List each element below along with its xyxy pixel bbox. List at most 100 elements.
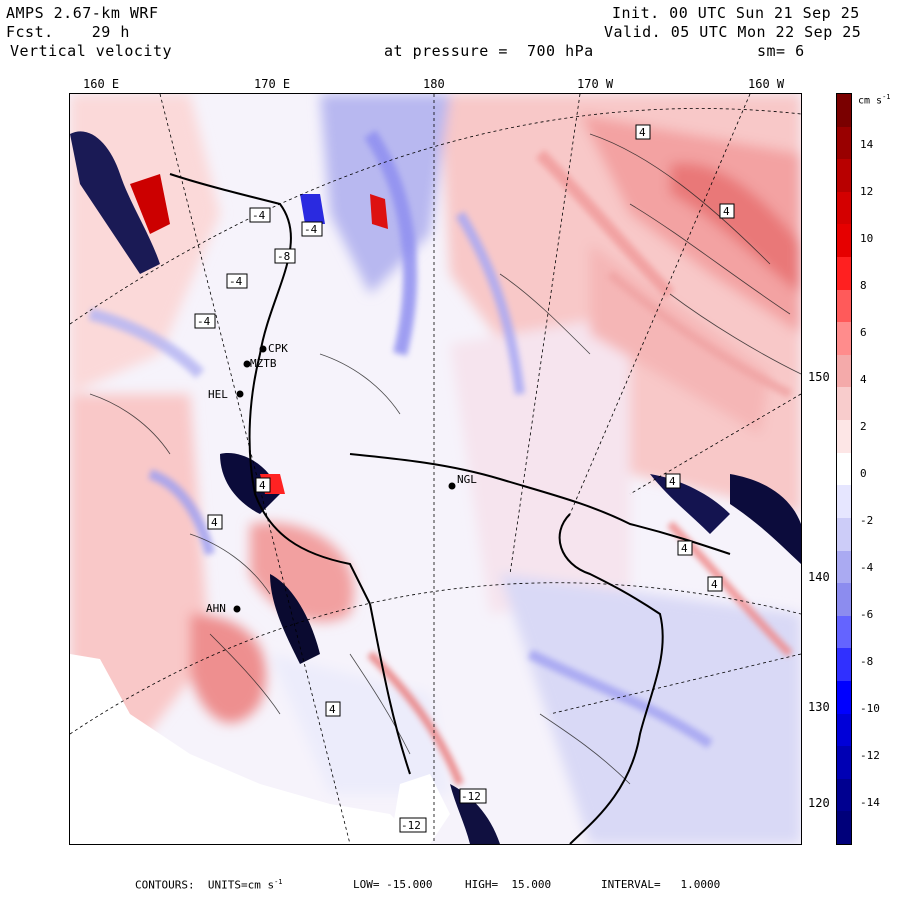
footer-low: LOW= -15.000 (353, 878, 433, 891)
lon-label-160e: 160 E (83, 77, 120, 91)
colorbar-cell (837, 420, 851, 454)
station-label-hel: HEL (208, 388, 228, 401)
contour-box: 4 (665, 473, 681, 489)
terrain-mask-west (70, 654, 420, 844)
fcst-label: Fcst. (6, 23, 54, 41)
colorbar-tick-label: -10 (860, 702, 880, 715)
contour-box: 4 (677, 540, 693, 556)
graticule (70, 94, 801, 844)
svg-text:4: 4 (259, 479, 266, 492)
colorbar-tick-label: -2 (860, 514, 874, 527)
model-title: AMPS 2.67-km WRF (6, 4, 159, 22)
station-dot-cpk (259, 345, 267, 353)
contour-box: -12 (459, 788, 487, 804)
colorbar-cell (837, 126, 851, 160)
station-label-ngl: NGL (457, 473, 477, 486)
footer-contours-exp: -1 (274, 878, 283, 886)
station-label-cpk: CPK (268, 342, 288, 355)
station-dot-mztb (243, 360, 251, 368)
colorbar-tick-label: -12 (860, 749, 880, 762)
smoothing-label: sm= 6 (757, 42, 805, 60)
station-dot-ngl (448, 482, 456, 490)
colorbar-cell (837, 159, 851, 193)
forecast-label: Fcst. 29 h (6, 23, 130, 41)
svg-text:-12: -12 (401, 819, 421, 832)
colorbar-tick-label: 12 (860, 185, 874, 198)
contour-lines (89, 133, 801, 785)
colorbar-cell (837, 713, 851, 747)
colorbar-cell (837, 289, 851, 323)
contour-value-boxes: 4 4 -4 -4 -4 -4 -8 4 4 4 4 4 4 -12 -12 (194, 124, 735, 833)
colorbar-units-exp: -1 (882, 93, 891, 101)
lon-label-170w: 170 W (577, 77, 614, 91)
vertical-velocity-map: CPK MZTB HEL NGL AHN 4 4 -4 -4 -4 -4 -8 … (69, 93, 802, 845)
svg-text:4: 4 (639, 126, 646, 139)
valid-time: Valid. 05 UTC Mon 22 Sep 25 (604, 23, 862, 41)
contour-box: -8 (274, 248, 296, 264)
colorbar-cell (837, 648, 851, 682)
contour-box: 4 (325, 701, 341, 717)
colorbar-cell (837, 387, 851, 421)
contour-box: -12 (399, 817, 427, 833)
colorbar-cell (837, 354, 851, 388)
station-dot-ahn (233, 605, 241, 613)
colorbar-tick-label: 8 (860, 279, 867, 292)
contour-box: 4 (255, 477, 271, 493)
lon-label-160w: 160 W (748, 77, 785, 91)
svg-text:-8: -8 (277, 250, 290, 263)
lon-label-170e: 170 E (254, 77, 291, 91)
contour-box: -4 (226, 273, 248, 289)
init-time: Init. 00 UTC Sun 21 Sep 25 (612, 4, 860, 22)
contour-box: -4 (301, 221, 323, 237)
map-svg: CPK MZTB HEL NGL AHN 4 4 -4 -4 -4 -4 -8 … (70, 94, 801, 844)
lon-label-180: 180 (423, 77, 445, 91)
colorbar-tick-label: -6 (860, 608, 874, 621)
colorbar-cell (837, 485, 851, 519)
colorbar-cell (837, 94, 851, 128)
station-label-ahn: AHN (206, 602, 226, 615)
svg-text:-4: -4 (229, 275, 243, 288)
mountain-wave-cores (70, 131, 801, 844)
colorbar-cell (837, 615, 851, 649)
colorbar-tick-label: 6 (860, 326, 867, 339)
colorbar (836, 93, 852, 845)
contour-box: 4 (207, 514, 223, 530)
contour-box: -4 (194, 313, 216, 329)
contour-box: 4 (719, 203, 735, 219)
colorbar-tick-label: -4 (860, 561, 874, 574)
svg-text:4: 4 (211, 516, 218, 529)
footer-high: HIGH= 15.000 (465, 878, 552, 891)
svg-text:-4: -4 (304, 223, 318, 236)
colorbar-cell (837, 680, 851, 715)
background-field (70, 94, 801, 844)
colorbar-cell (837, 778, 851, 812)
colorbar-cell (837, 583, 851, 617)
colorbar-tick-label: 2 (860, 420, 867, 433)
colorbar-cell (837, 224, 851, 258)
contour-box: 4 (707, 576, 723, 592)
contour-box: -4 (249, 207, 271, 223)
colorbar-tick-label: -14 (860, 796, 880, 809)
svg-text:4: 4 (723, 205, 730, 218)
contour-box: 4 (635, 124, 651, 140)
svg-text:4: 4 (329, 703, 336, 716)
colorbar-cell (837, 811, 851, 845)
fcst-value: 29 h (91, 23, 130, 41)
colorbar-units-text: cm s (858, 95, 883, 107)
station-label-mztb: MZTB (250, 357, 277, 370)
colorbar-tick-label: 0 (860, 467, 867, 480)
colorbar-cell (837, 550, 851, 584)
svg-text:-12: -12 (461, 790, 481, 803)
svg-text:4: 4 (669, 475, 676, 488)
svg-text:-4: -4 (252, 209, 266, 222)
footer-contours: CONTOURS: UNITS=cm s-1 (135, 878, 283, 892)
colorbar-tick-label: -8 (860, 655, 874, 668)
pressure-level: at pressure = 700 hPa (384, 42, 594, 60)
colorbar-cell (837, 517, 851, 551)
svg-text:-4: -4 (197, 315, 211, 328)
colorbar-cell (837, 191, 851, 225)
station-dot-hel (236, 390, 244, 398)
footer-contours-text: CONTOURS: UNITS=cm s (135, 878, 275, 892)
colorbar-units: cm s-1 (858, 93, 891, 106)
svg-text:4: 4 (681, 542, 688, 555)
